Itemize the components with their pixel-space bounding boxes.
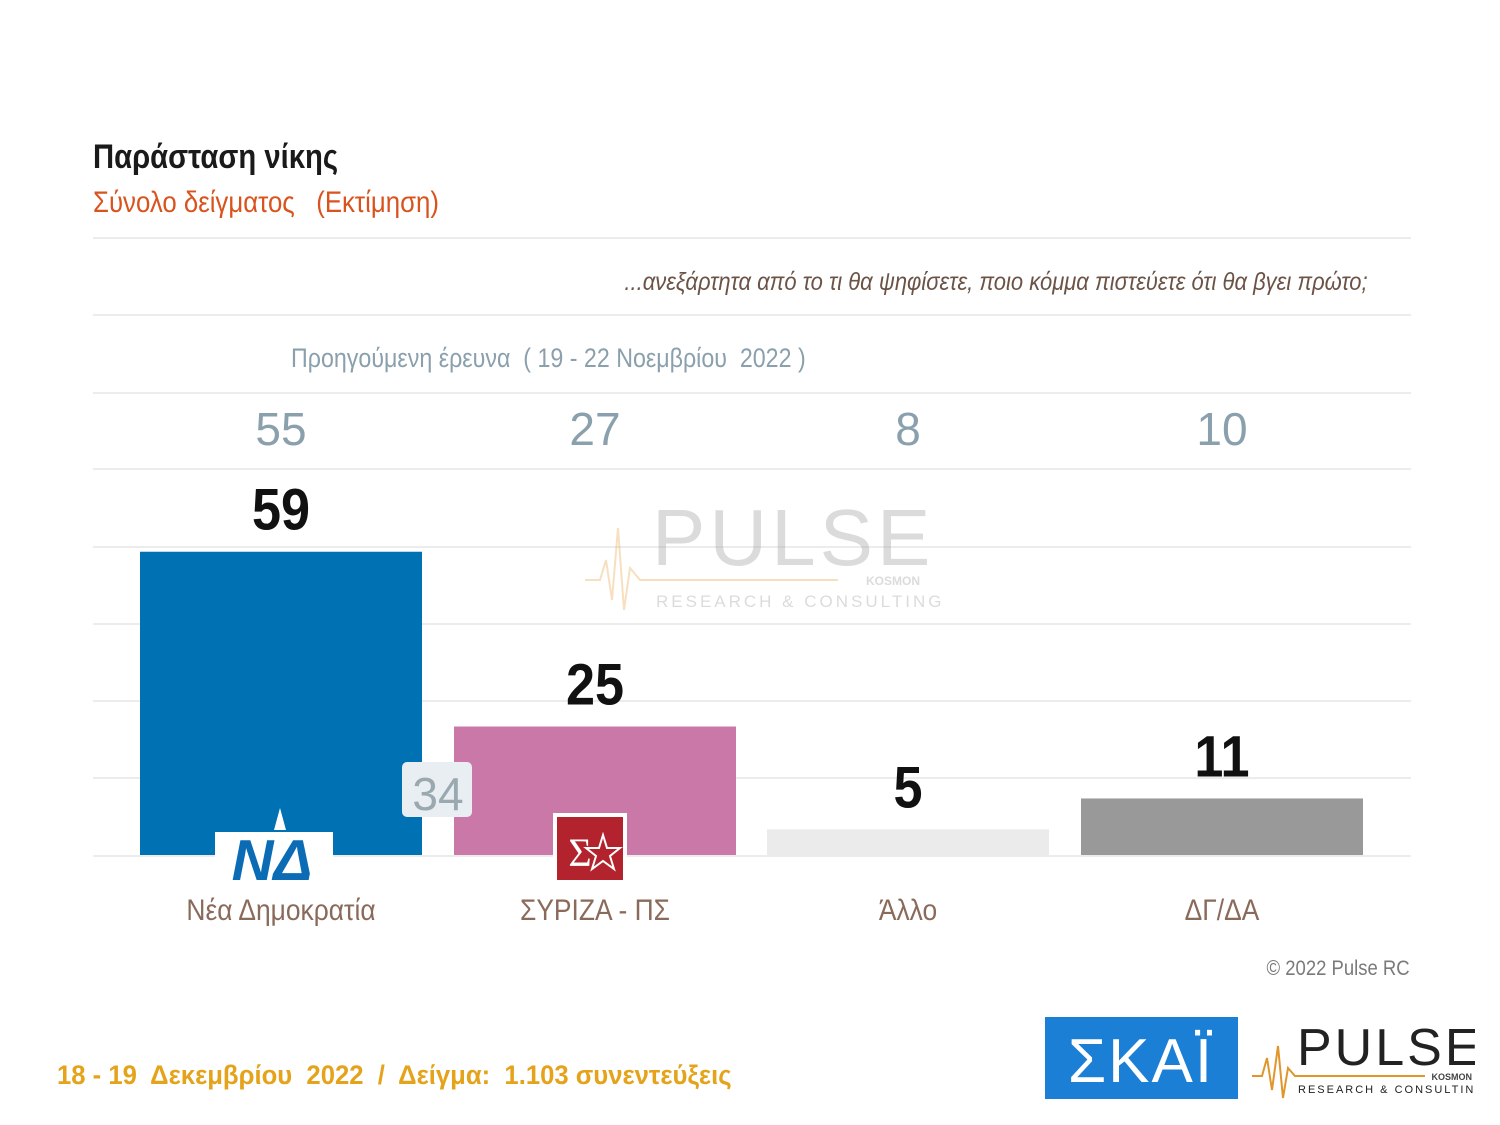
pulse-logo-text: PULSE xyxy=(1297,1019,1475,1077)
category-label: ΣΥΡΙΖΑ - ΠΣ xyxy=(520,892,670,926)
pulse-watermark: PULSE KOSMON RESEARCH & CONSULTING xyxy=(585,493,944,611)
pulse-logo-sub: KOSMON xyxy=(1432,1072,1473,1082)
bar xyxy=(140,551,422,855)
bar-chart: PULSE KOSMON RESEARCH & CONSULTING 55 27 8… xyxy=(93,392,1411,926)
divider xyxy=(93,314,1411,316)
value-label: 5 xyxy=(893,755,922,820)
value-label: 25 xyxy=(566,652,624,717)
watermark-brand: PULSE xyxy=(652,493,934,582)
gridline xyxy=(93,855,1411,857)
watermark-pulse-line-icon xyxy=(585,527,838,611)
value-label: 59 xyxy=(252,477,310,542)
bar xyxy=(1081,798,1363,855)
pulse-line-icon xyxy=(1252,1045,1425,1099)
gridline xyxy=(93,468,1411,470)
nd-logo-icon: ΝΔ xyxy=(202,808,333,893)
skai-logo-icon: ΣΚΑΪ xyxy=(1045,1017,1238,1099)
previous-value: 10 xyxy=(1196,403,1247,455)
category-label: Άλλο xyxy=(879,892,937,926)
previous-value: 8 xyxy=(895,403,921,455)
category-label: ΔΓ/ΔΑ xyxy=(1185,892,1260,926)
bars xyxy=(140,551,1363,855)
value-label: 11 xyxy=(1194,724,1249,789)
category-label: Νέα Δημοκρατία xyxy=(186,892,375,926)
pulse-logo-tagline: RESEARCH & CONSULTING xyxy=(1298,1084,1475,1096)
divider xyxy=(93,237,1411,239)
chart-subtitle: Σύνολο δείγματος (Εκτίμηση) xyxy=(93,186,439,219)
previous-value: 27 xyxy=(569,403,620,455)
syriza-logo-icon: Σ xyxy=(553,813,627,884)
gridline xyxy=(93,777,1411,779)
gap-value: 34 xyxy=(412,768,463,820)
skai-logo-text: ΣΚΑΪ xyxy=(1068,1027,1214,1096)
gridline xyxy=(93,623,1411,625)
bar xyxy=(767,829,1049,855)
footer-date-sample: 18 - 19 Δεκεμβρίου 2022 / Δείγμα: 1.103 … xyxy=(57,1060,732,1090)
previous-values: 55 27 8 10 xyxy=(255,403,1247,455)
category-labels: Νέα Δημοκρατία ΣΥΡΙΖΑ - ΠΣ Άλλο ΔΓ/ΔΑ xyxy=(186,892,1259,926)
previous-survey-label: Προηγούμενη έρευνα ( 19 - 22 Νοεμβρίου 2… xyxy=(291,343,806,373)
previous-value: 55 xyxy=(255,403,306,455)
gridline xyxy=(93,546,1411,548)
watermark-sub-brand: KOSMON xyxy=(866,574,920,588)
watermark-tagline: RESEARCH & CONSULTING xyxy=(656,592,944,611)
chart-grid xyxy=(93,392,1411,857)
syriza-logo-text: Σ xyxy=(568,830,591,875)
pulse-logo-icon: PULSE KOSMON RESEARCH & CONSULTING xyxy=(1250,1018,1484,1103)
value-labels: 59 25 5 11 xyxy=(252,477,1250,820)
gridline xyxy=(93,700,1411,702)
gridline xyxy=(93,392,1411,394)
survey-question: ...ανεξάρτητα από το τι θα ψηφίσετε, ποι… xyxy=(624,268,1368,296)
nd-logo-text: ΝΔ xyxy=(232,828,313,893)
copyright: © 2022 Pulse RC xyxy=(1266,957,1410,980)
gap-badge: 34 xyxy=(402,762,472,820)
chart-title: Παράσταση νίκης xyxy=(93,138,339,176)
